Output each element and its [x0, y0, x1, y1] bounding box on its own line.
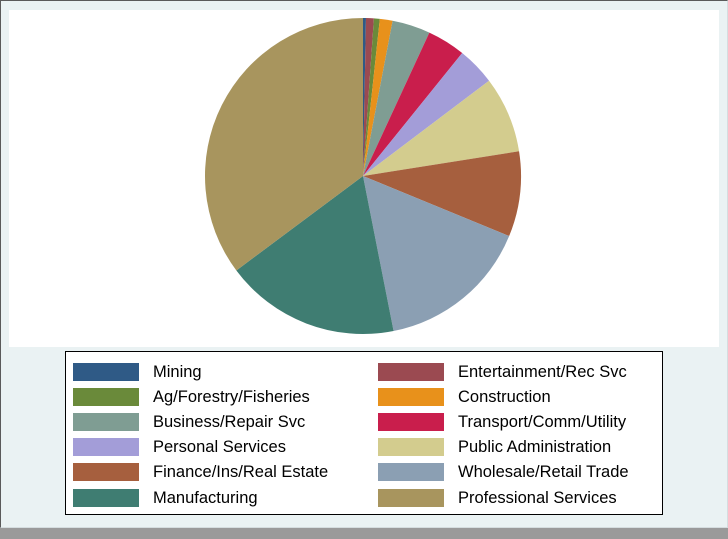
legend-item-business-repair-svc: Business/Repair Svc	[73, 412, 305, 432]
legend-item-transport-comm-utility: Transport/Comm/Utility	[378, 412, 626, 432]
legend-label-finance-ins-real-estate: Finance/Ins/Real Estate	[153, 462, 329, 481]
pie-slice-professional-services	[204, 18, 363, 271]
pie-slice-transport-comm-utility	[363, 32, 463, 177]
legend-item-entertainment-rec-svc: Entertainment/Rec Svc	[378, 362, 627, 382]
pie-slice-finance-ins-real-estate	[363, 151, 521, 237]
legend-swatch-mining	[73, 363, 139, 381]
legend-item-personal-services: Personal Services	[73, 437, 286, 457]
pie-slice-business-repair-svc	[363, 20, 430, 176]
legend-swatch-personal-services	[73, 438, 139, 456]
pie-slice-construction	[363, 18, 393, 177]
legend-label-public-administration: Public Administration	[458, 437, 612, 456]
legend-label-construction: Construction	[458, 387, 551, 406]
legend-label-personal-services: Personal Services	[153, 437, 286, 456]
legend-swatch-manufacturing	[73, 489, 139, 507]
pie-slice-entertainment-rec-svc	[363, 18, 374, 176]
legend-item-finance-ins-real-estate: Finance/Ins/Real Estate	[73, 462, 328, 482]
legend-swatch-business-repair-svc	[73, 413, 139, 431]
legend-swatch-transport-comm-utility	[378, 413, 444, 431]
legend-item-ag-forestry-fisheries: Ag/Forestry/Fisheries	[73, 387, 310, 407]
legend-item-manufacturing: Manufacturing	[73, 488, 258, 508]
legend-swatch-wholesale-retail-trade	[378, 463, 444, 481]
legend-item-mining: Mining	[73, 362, 202, 382]
legend-label-wholesale-retail-trade: Wholesale/Retail Trade	[458, 462, 629, 481]
legend-swatch-finance-ins-real-estate	[73, 463, 139, 481]
legend-label-transport-comm-utility: Transport/Comm/Utility	[458, 412, 627, 431]
pie-slice-mining	[363, 18, 366, 176]
legend-swatch-public-administration	[378, 438, 444, 456]
legend-label-ag-forestry-fisheries: Ag/Forestry/Fisheries	[153, 387, 310, 406]
pie-slice-ag-forestry-fisheries	[363, 18, 380, 176]
legend-label-entertainment-rec-svc: Entertainment/Rec Svc	[458, 362, 627, 381]
pie-slice-public-administration	[363, 80, 520, 176]
legend-label-mining: Mining	[153, 362, 202, 381]
legend-swatch-entertainment-rec-svc	[378, 363, 444, 381]
legend: Mining Entertainment/Rec Svc Ag/Forestry/F…	[65, 351, 663, 515]
legend-item-public-administration: Public Administration	[378, 437, 611, 457]
legend-swatch-professional-services	[378, 489, 444, 507]
pie-slice-manufacturing	[236, 176, 394, 334]
pie-slice-wholesale-retail-trade	[363, 176, 510, 332]
window-bottom-border	[0, 528, 728, 539]
legend-label-professional-services: Professional Services	[458, 488, 617, 507]
legend-label-business-repair-svc: Business/Repair Svc	[153, 412, 306, 431]
legend-item-wholesale-retail-trade: Wholesale/Retail Trade	[378, 462, 629, 482]
pie-chart	[204, 18, 521, 334]
legend-label-manufacturing: Manufacturing	[153, 488, 258, 507]
legend-item-professional-services: Professional Services	[378, 488, 617, 508]
legend-swatch-ag-forestry-fisheries	[73, 388, 139, 406]
legend-item-construction: Construction	[378, 387, 551, 407]
pie-slice-personal-services	[363, 53, 490, 176]
plot-region	[9, 10, 719, 347]
legend-swatch-construction	[378, 388, 444, 406]
